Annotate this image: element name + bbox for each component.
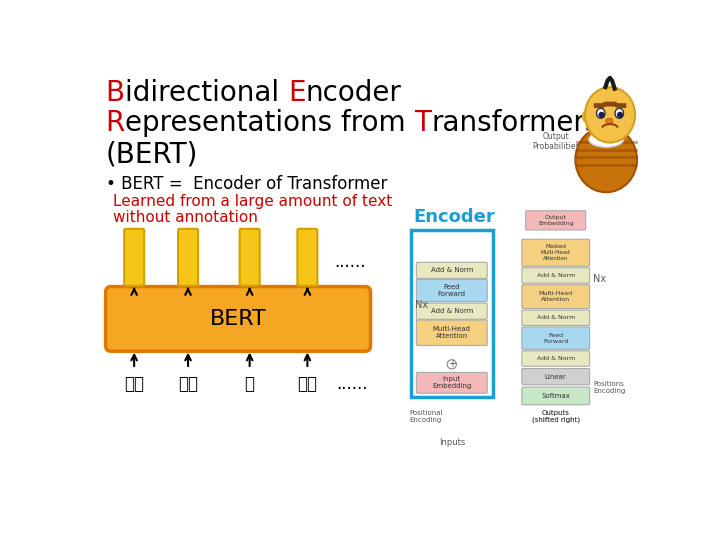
FancyBboxPatch shape: [106, 287, 371, 351]
FancyBboxPatch shape: [522, 369, 590, 384]
FancyBboxPatch shape: [522, 310, 590, 326]
Text: Outputs
(shifted right): Outputs (shifted right): [531, 410, 580, 423]
FancyBboxPatch shape: [240, 229, 260, 286]
Text: Masked
Multi-Head
Attention: Masked Multi-Head Attention: [541, 245, 571, 261]
Text: Softmax: Softmax: [541, 393, 570, 399]
Text: Inputs: Inputs: [438, 438, 465, 447]
Text: Feed
Forward: Feed Forward: [438, 284, 466, 297]
Circle shape: [447, 360, 456, 369]
Text: ncoder: ncoder: [305, 79, 401, 107]
Text: B: B: [92, 65, 111, 93]
FancyBboxPatch shape: [522, 268, 590, 283]
Text: T: T: [92, 65, 109, 93]
Text: E: E: [288, 79, 305, 107]
Text: Input
Embedding: Input Embedding: [432, 376, 472, 389]
Text: Output
Probabilities: Output Probabilities: [532, 132, 580, 151]
Ellipse shape: [575, 127, 637, 192]
Text: Nx: Nx: [415, 300, 428, 310]
Text: 退了: 退了: [178, 375, 198, 393]
Text: 就: 就: [245, 375, 255, 393]
Text: Add & Norm: Add & Norm: [431, 267, 473, 273]
Ellipse shape: [589, 132, 624, 147]
Text: Nx: Nx: [593, 274, 606, 285]
Text: Learned from a large amount of text: Learned from a large amount of text: [113, 194, 392, 209]
Ellipse shape: [606, 118, 613, 124]
Text: Add & Norm: Add & Norm: [536, 273, 575, 278]
Text: Output
Embedding: Output Embedding: [538, 215, 574, 226]
FancyBboxPatch shape: [178, 229, 198, 286]
Text: epresentations from: epresentations from: [125, 110, 415, 138]
Text: R: R: [106, 110, 125, 138]
Ellipse shape: [615, 109, 624, 118]
FancyBboxPatch shape: [522, 351, 590, 366]
Text: 知道: 知道: [297, 375, 318, 393]
Circle shape: [598, 112, 605, 118]
FancyBboxPatch shape: [522, 239, 590, 266]
Text: without annotation: without annotation: [113, 210, 258, 225]
Text: BERT: BERT: [210, 309, 266, 329]
FancyBboxPatch shape: [526, 211, 586, 230]
FancyBboxPatch shape: [416, 320, 487, 346]
FancyBboxPatch shape: [416, 262, 487, 279]
FancyBboxPatch shape: [522, 285, 590, 308]
Ellipse shape: [585, 87, 635, 143]
FancyBboxPatch shape: [297, 229, 318, 286]
Text: Add & Norm: Add & Norm: [536, 356, 575, 361]
FancyBboxPatch shape: [522, 387, 590, 405]
Text: ransformers: ransformers: [431, 110, 600, 138]
FancyBboxPatch shape: [522, 327, 590, 349]
Text: ransformers: ransformers: [92, 65, 260, 93]
Text: Positional
Encoding: Positional Encoding: [410, 410, 444, 423]
Text: E: E: [92, 65, 109, 93]
Text: ......: ......: [334, 253, 366, 272]
Text: Positions
Encoding: Positions Encoding: [594, 381, 626, 394]
Text: Multi-Head
Attention: Multi-Head Attention: [433, 326, 471, 339]
Text: Outputs
(shifted right): Outputs (shifted right): [531, 410, 580, 423]
Text: idirectional: idirectional: [125, 79, 288, 107]
Text: Feed
Forward: Feed Forward: [543, 333, 568, 343]
Text: B: B: [106, 79, 125, 107]
Text: (BERT): (BERT): [106, 140, 198, 168]
Text: +: +: [448, 359, 456, 369]
FancyBboxPatch shape: [416, 373, 487, 393]
FancyBboxPatch shape: [416, 279, 487, 301]
Text: Add & Norm: Add & Norm: [536, 315, 575, 320]
FancyBboxPatch shape: [124, 229, 144, 286]
Text: T: T: [415, 110, 431, 138]
Text: Linear: Linear: [545, 374, 567, 380]
Text: epresentations from: epresentations from: [92, 65, 382, 93]
FancyBboxPatch shape: [416, 303, 487, 319]
Text: ncoder: ncoder: [92, 65, 188, 93]
Text: • BERT =  Encoder of Transformer: • BERT = Encoder of Transformer: [106, 175, 387, 193]
Ellipse shape: [582, 111, 590, 122]
Text: ......: ......: [337, 375, 368, 393]
Text: 潮水: 潮水: [124, 375, 144, 393]
Circle shape: [617, 112, 623, 118]
Text: R: R: [92, 65, 111, 93]
Text: Multi-Head
Attention: Multi-Head Attention: [539, 291, 573, 302]
Ellipse shape: [597, 109, 605, 118]
Text: Encoder: Encoder: [413, 208, 495, 226]
Text: idirectional: idirectional: [92, 65, 255, 93]
Text: Add & Norm: Add & Norm: [431, 308, 473, 314]
